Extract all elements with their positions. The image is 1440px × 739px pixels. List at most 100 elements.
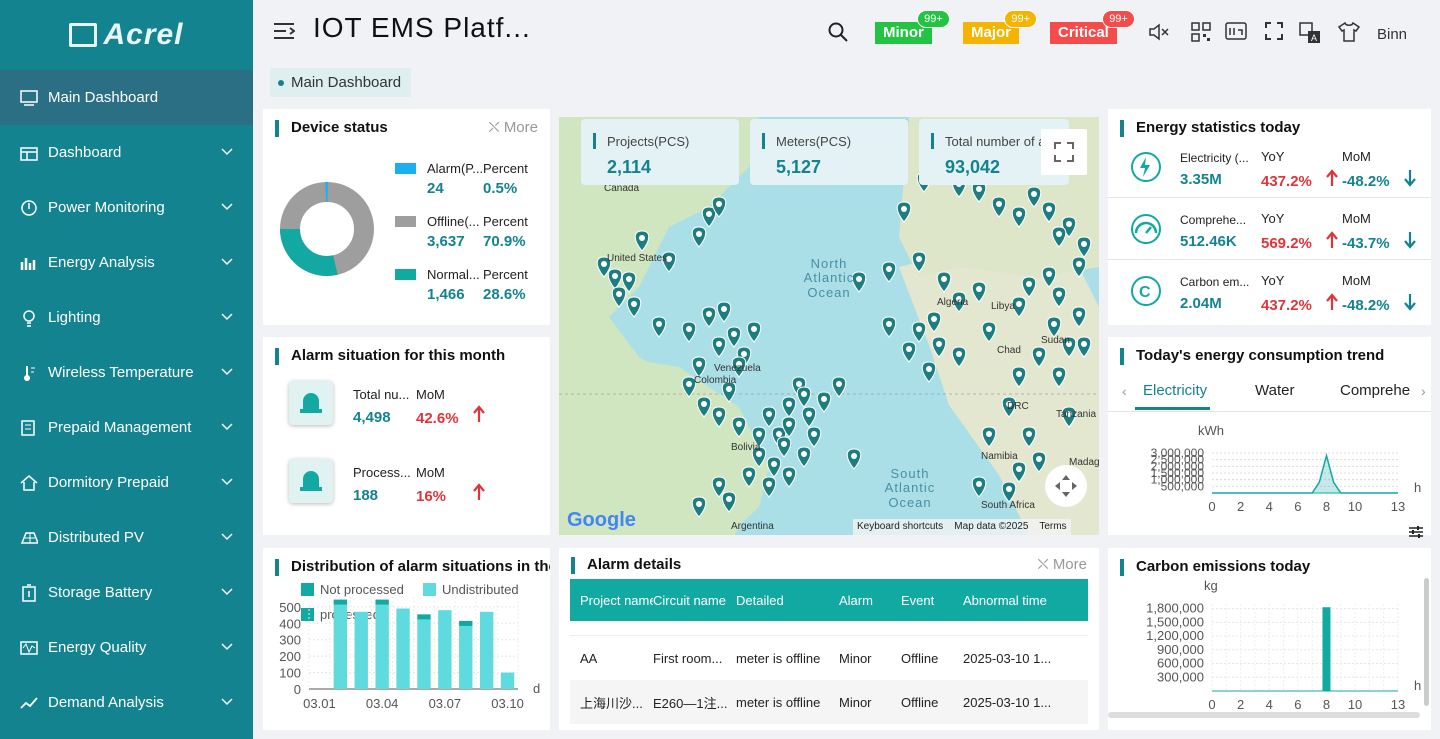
map-place-label: United States — [607, 253, 668, 264]
sidebar-item-distributed-pv[interactable]: Distributed PV — [0, 510, 253, 565]
sidebar-item-power-monitoring[interactable]: Power Monitoring — [0, 180, 253, 235]
sidebar-item-storage-battery[interactable]: Storage Battery — [0, 565, 253, 620]
project-map[interactable]: Canada United States North Atlantic Ocean A… — [559, 117, 1099, 535]
map-place-label: Argentina — [731, 521, 774, 532]
filter-settings-icon[interactable] — [1408, 524, 1424, 545]
bar-not-processed[interactable] — [459, 620, 473, 626]
chevron-down-icon — [221, 693, 233, 706]
more-link[interactable]: ⛌ More — [1037, 556, 1087, 573]
minor-alarm-badge[interactable]: Minor 99+ — [875, 10, 950, 44]
mute-icon[interactable] — [1148, 22, 1170, 47]
solar-icon — [20, 529, 38, 547]
carbon-bar[interactable] — [1322, 607, 1331, 691]
alarm-stat-value: 188 — [353, 487, 379, 504]
tab-water[interactable]: Water — [1255, 382, 1295, 399]
column-header: Circuit name — [653, 592, 726, 608]
down-arrow-icon — [1403, 169, 1417, 192]
sidebar-item-lighting[interactable]: Lighting — [0, 290, 253, 345]
terms-link[interactable]: Terms — [1039, 521, 1067, 532]
energy-stats-panel: Energy statistics today Electricity (...… — [1108, 109, 1431, 325]
map-pan-control[interactable] — [1045, 465, 1087, 507]
sidebar-item-label: Storage Battery — [48, 584, 153, 601]
map-marker-dot — [916, 326, 922, 332]
mom-value: -43.7% — [1342, 235, 1390, 252]
chevron-down-icon — [221, 363, 233, 376]
sidebar-item-main-dashboard[interactable]: Main Dashboard — [0, 70, 253, 125]
user-name[interactable]: Binn — [1377, 26, 1408, 43]
column-header: Event — [901, 592, 935, 608]
y-tick-label: 200 — [279, 649, 301, 664]
energy-value: 3.35M — [1180, 171, 1222, 188]
bar-not-processed[interactable] — [417, 614, 431, 620]
map-marker-dot — [786, 421, 792, 427]
sidebar-item-dashboard[interactable]: Dashboard — [0, 125, 253, 180]
critical-alarm-badge[interactable]: Critical 99+ — [1050, 10, 1135, 44]
keyboard-shortcuts-link[interactable]: Keyboard shortcuts — [857, 521, 944, 532]
bulb-icon — [20, 309, 38, 327]
mom-label: MoM — [1342, 211, 1371, 226]
qr-code-icon[interactable] — [1191, 22, 1211, 47]
vertical-scrollbar[interactable] — [1424, 578, 1429, 706]
map-marker-dot — [706, 311, 712, 317]
fullscreen-icon[interactable] — [1265, 22, 1283, 45]
theme-shirt-icon[interactable] — [1337, 21, 1361, 47]
tab-next-icon[interactable]: › — [1421, 383, 1426, 399]
table-row[interactable]: 上海川沙... E260—1注... meter is offline Minor Of… — [570, 680, 1088, 724]
bar-processed[interactable] — [354, 611, 368, 689]
sidebar-item-energy-analysis[interactable]: Energy Analysis — [0, 235, 253, 290]
bar-not-processed[interactable] — [375, 599, 389, 605]
sidebar-item-wireless-temperature[interactable]: Wireless Temperature — [0, 345, 253, 400]
tab-comprehensive[interactable]: Comprehe — [1340, 382, 1411, 399]
more-link[interactable]: ⛌ More — [488, 119, 538, 136]
table-row[interactable]: AA First room... meter is offline Minor Offl… — [570, 636, 1088, 680]
bar-processed[interactable] — [500, 672, 515, 689]
map-marker-dot — [726, 386, 732, 392]
legend-swatch — [395, 163, 416, 174]
bar-processed[interactable] — [438, 610, 452, 689]
bar-processed[interactable] — [417, 618, 431, 689]
bar-processed[interactable] — [375, 603, 389, 689]
map-marker-dot — [811, 431, 817, 437]
tab-prev-icon[interactable]: ‹ — [1122, 383, 1127, 399]
map-marker-dot — [926, 366, 932, 372]
bar-processed[interactable] — [333, 603, 348, 689]
sidebar-item-label: Demand Analysis — [48, 694, 164, 711]
table-cell: E260—1注... — [653, 695, 728, 711]
map-fullscreen-button[interactable] — [1041, 129, 1087, 175]
bar-processed[interactable] — [459, 624, 473, 689]
major-alarm-badge[interactable]: Major 99+ — [963, 10, 1038, 44]
map-marker-dot — [656, 321, 662, 327]
map-marker-dot — [1026, 281, 1032, 287]
screen-display-icon[interactable] — [1225, 22, 1247, 47]
table-header: Project name Circuit name Detailed Alarm Eve… — [570, 579, 1088, 621]
map-marker-dot — [976, 186, 982, 192]
horizontal-scrollbar[interactable] — [1108, 712, 1420, 718]
map-place-label: Colombia — [694, 375, 737, 386]
map-marker-dot — [1051, 321, 1057, 327]
sidebar-item-prepaid-management[interactable]: Prepaid Management — [0, 400, 253, 455]
sidebar-item-demand-analysis[interactable]: Demand Analysis — [0, 675, 253, 730]
bar-not-processed[interactable] — [333, 599, 348, 605]
bar-processed[interactable] — [396, 608, 410, 690]
map-marker-dot — [1006, 486, 1012, 492]
bar-processed[interactable] — [479, 611, 494, 689]
tab-main-dashboard[interactable]: Main Dashboard — [270, 68, 412, 97]
map-marker-dot — [776, 431, 782, 437]
map-marker-dot — [1081, 341, 1087, 347]
sidebar-item-energy-quality[interactable]: Energy Quality — [0, 620, 253, 675]
translate-icon[interactable]: A — [1299, 22, 1321, 49]
sidebar-item-dormitory-prepaid[interactable]: Dormitory Prepaid — [0, 455, 253, 510]
map-marker-dot — [726, 496, 732, 502]
map-marker-dot — [931, 316, 937, 322]
down-arrow-icon — [1403, 231, 1417, 254]
map-marker-dot — [941, 276, 947, 282]
map-marker-dot — [696, 361, 702, 367]
map-place-label: Namibia — [981, 451, 1018, 462]
map-marker-dot — [936, 341, 942, 347]
bar-chart-icon — [20, 254, 38, 272]
menu-toggle-icon[interactable] — [273, 22, 296, 45]
tab-electricity[interactable]: Electricity — [1143, 382, 1208, 399]
table-cell: Offline — [901, 694, 939, 710]
sidebar-item-label: Power Monitoring — [48, 199, 165, 216]
search-icon[interactable] — [828, 22, 848, 47]
